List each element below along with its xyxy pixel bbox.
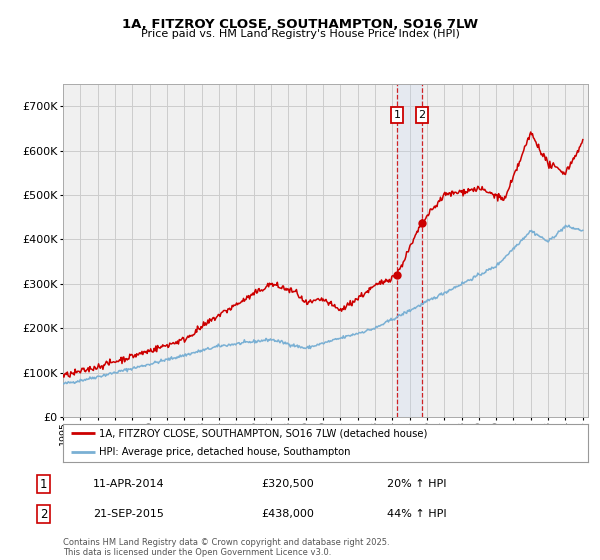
Text: 21-SEP-2015: 21-SEP-2015 <box>93 509 164 519</box>
Text: 1A, FITZROY CLOSE, SOUTHAMPTON, SO16 7LW (detached house): 1A, FITZROY CLOSE, SOUTHAMPTON, SO16 7LW… <box>98 428 427 438</box>
Text: £438,000: £438,000 <box>261 509 314 519</box>
Text: Contains HM Land Registry data © Crown copyright and database right 2025.
This d: Contains HM Land Registry data © Crown c… <box>63 538 389 557</box>
Text: 1: 1 <box>40 478 47 491</box>
Text: £320,500: £320,500 <box>261 479 314 489</box>
Text: HPI: Average price, detached house, Southampton: HPI: Average price, detached house, Sout… <box>98 447 350 458</box>
Text: 1: 1 <box>394 110 400 120</box>
Text: 11-APR-2014: 11-APR-2014 <box>93 479 164 489</box>
Text: 1A, FITZROY CLOSE, SOUTHAMPTON, SO16 7LW: 1A, FITZROY CLOSE, SOUTHAMPTON, SO16 7LW <box>122 18 478 31</box>
Text: 2: 2 <box>418 110 425 120</box>
Text: 2: 2 <box>40 507 47 521</box>
Text: Price paid vs. HM Land Registry's House Price Index (HPI): Price paid vs. HM Land Registry's House … <box>140 29 460 39</box>
Bar <box>397 84 422 417</box>
Text: 44% ↑ HPI: 44% ↑ HPI <box>387 509 446 519</box>
Text: 20% ↑ HPI: 20% ↑ HPI <box>387 479 446 489</box>
